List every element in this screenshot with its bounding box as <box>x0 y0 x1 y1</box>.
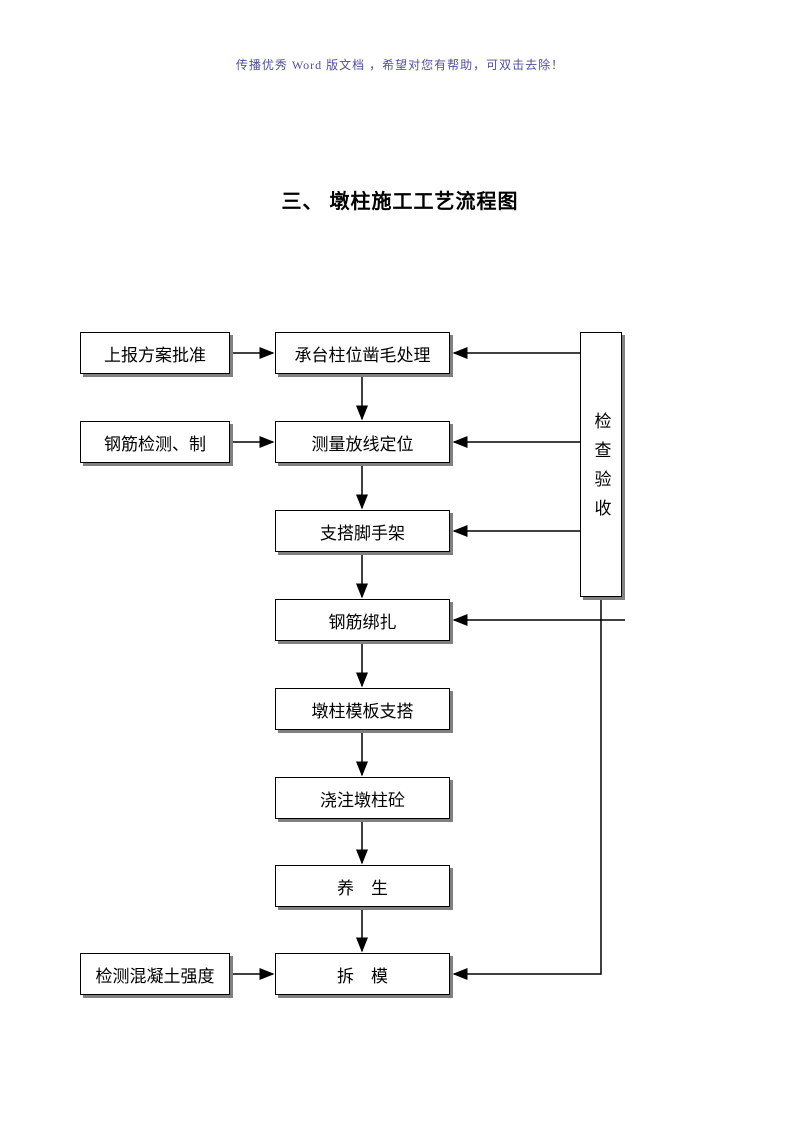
node-left3: 检测混凝土强度 <box>80 953 230 995</box>
node-m1: 承台柱位凿毛处理 <box>275 332 450 374</box>
node-m3: 支搭脚手架 <box>275 510 450 552</box>
node-left2: 钢筋检测、制 <box>80 421 230 463</box>
node-m8: 拆 模 <box>275 953 450 995</box>
node-m2: 测量放线定位 <box>275 421 450 463</box>
node-right: 检查验收 <box>580 332 622 597</box>
node-m4: 钢筋绑扎 <box>275 599 450 641</box>
flowchart: 上报方案批准 钢筋检测、制 检测混凝土强度 承台柱位凿毛处理 测量放线定位 支搭… <box>0 0 800 1132</box>
node-m5: 墩柱模板支搭 <box>275 688 450 730</box>
node-left1: 上报方案批准 <box>80 332 230 374</box>
node-m7: 养 生 <box>275 865 450 907</box>
node-m6: 浇注墩柱砼 <box>275 777 450 819</box>
